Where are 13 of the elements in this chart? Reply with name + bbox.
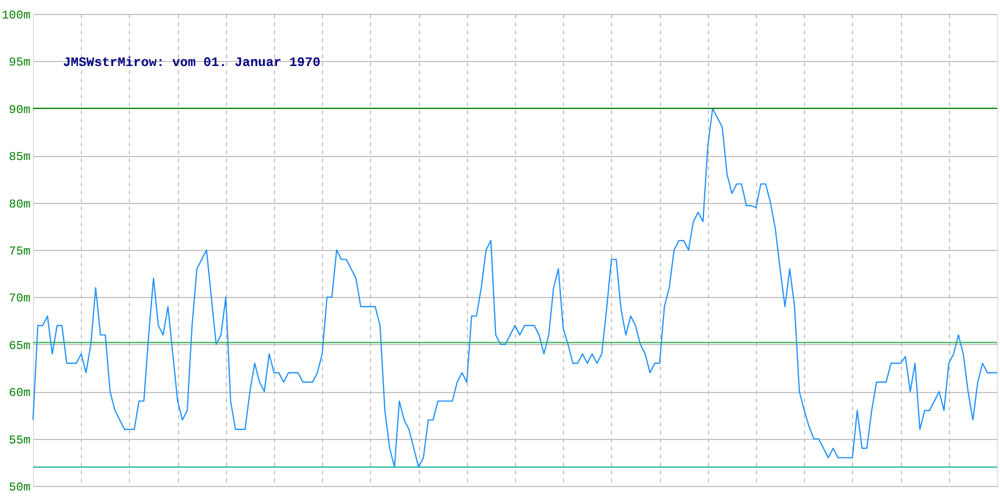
text: JMSWstrMirow: vom 01. Januar 1970 bbox=[63, 55, 321, 70]
y-tick-label: 55m bbox=[8, 433, 30, 448]
y-tick-label: 90m bbox=[8, 102, 30, 117]
y-tick-label: 95m bbox=[8, 56, 30, 70]
y-tick-label: 85m bbox=[8, 150, 30, 164]
line-series bbox=[32, 108, 998, 468]
y-tick-label: 50m bbox=[8, 480, 30, 494]
y-tick-label: 75m bbox=[8, 244, 30, 258]
y-tick-label: 70m bbox=[8, 292, 30, 306]
y-tick-label: 100m bbox=[2, 8, 30, 22]
y-tick-label: 80m bbox=[8, 197, 30, 212]
y-tick-label: 65m bbox=[8, 338, 30, 353]
y-tick-label: 60m bbox=[8, 386, 30, 400]
